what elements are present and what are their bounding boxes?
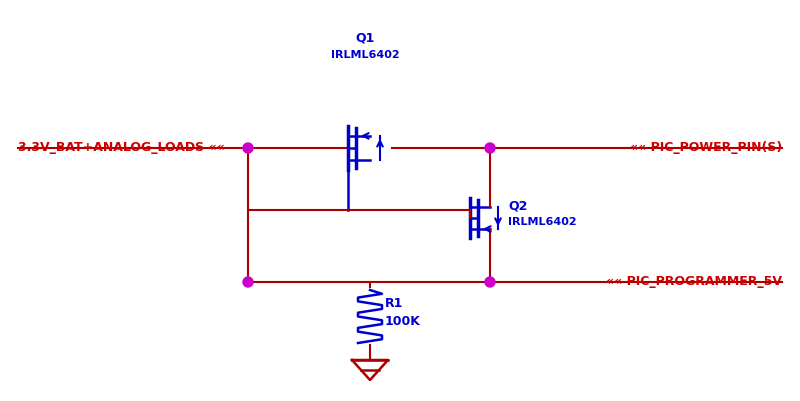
- Circle shape: [243, 143, 253, 153]
- Text: 100K: 100K: [385, 315, 421, 328]
- Circle shape: [485, 277, 495, 287]
- Text: «« PIC_PROGRAMMER_5V: «« PIC_PROGRAMMER_5V: [606, 275, 782, 288]
- Text: Q2: Q2: [508, 200, 527, 213]
- Text: IRLML6402: IRLML6402: [330, 50, 399, 60]
- Circle shape: [243, 277, 253, 287]
- Text: IRLML6402: IRLML6402: [508, 217, 577, 227]
- Circle shape: [485, 143, 495, 153]
- Text: 3.3V_BAT+ANALOG_LOADS ««: 3.3V_BAT+ANALOG_LOADS ««: [18, 142, 225, 154]
- Text: R1: R1: [385, 297, 403, 310]
- Text: Q1: Q1: [355, 32, 374, 45]
- Text: «« PIC_POWER_PIN(S): «« PIC_POWER_PIN(S): [630, 142, 782, 154]
